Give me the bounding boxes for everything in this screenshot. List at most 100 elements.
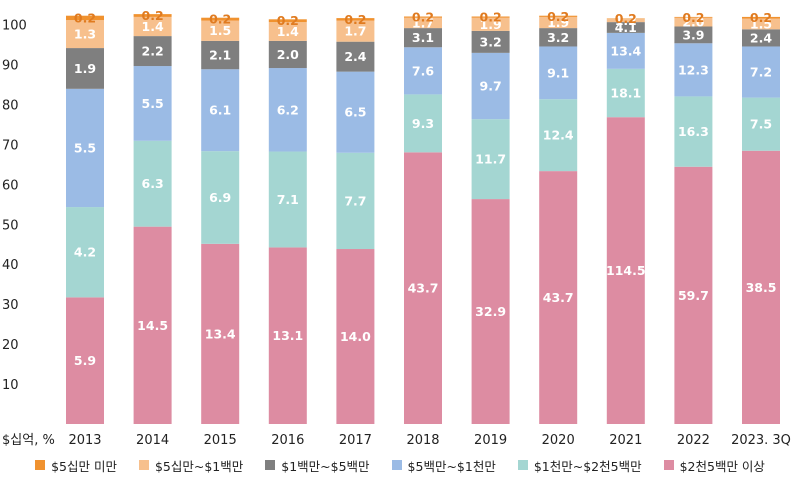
y-tick-label: 100	[2, 19, 27, 34]
bar-segment	[268, 247, 307, 424]
y-axis: 10 20 30 40 50 60 70 80 90 100	[2, 19, 27, 394]
bar-segment	[336, 71, 375, 153]
bar-segment	[268, 40, 307, 69]
legend-item: $5백만~$1천만	[391, 456, 496, 475]
data-label: 1.9	[480, 17, 502, 32]
bar-segment	[742, 29, 780, 47]
bar-segment	[268, 151, 307, 248]
x-tick-label: 2014	[136, 433, 169, 448]
data-label: 7.1	[277, 192, 299, 207]
bar-segment	[742, 16, 780, 19]
x-tick-label: 2019	[474, 433, 507, 448]
bar-segment	[336, 41, 375, 72]
bar-segment	[201, 151, 240, 244]
data-label: 9.3	[412, 116, 434, 131]
y-tick-label: 60	[2, 178, 19, 193]
data-label: 18.1	[610, 86, 641, 101]
y-tick-label: 20	[2, 338, 19, 353]
bar-segment	[404, 17, 442, 29]
data-label: 43.7	[543, 290, 574, 305]
bar-segment	[674, 96, 713, 167]
data-label: 6.3	[142, 176, 164, 191]
data-label: 11.7	[475, 152, 506, 167]
data-label: 5.9	[74, 353, 96, 368]
x-tick-label: 2021	[609, 433, 642, 448]
bar-segment	[66, 88, 104, 208]
legend: $5십만 미만 $5십만~$1백만 $1백만~$5백만 $5백만~$1천만 $1천만~$…	[0, 455, 800, 475]
bar-segment	[606, 18, 645, 23]
bar-segment	[674, 166, 713, 425]
legend-label: $1천만~$2천5백만	[533, 458, 642, 474]
data-label: 7.6	[412, 63, 434, 78]
bar-segment	[268, 22, 307, 41]
data-label: 6.9	[209, 190, 231, 205]
legend-item: $1천만~$2천5백만	[517, 456, 642, 475]
bar-segment	[539, 28, 578, 47]
legend-swatch	[391, 460, 402, 470]
bar-segment	[201, 40, 240, 70]
y-axis-label: $십억, %	[2, 433, 55, 448]
x-tick-label: 2016	[271, 433, 304, 448]
data-label: 16.3	[678, 124, 709, 139]
data-label: 4.2	[74, 245, 96, 260]
bar-segment	[268, 19, 307, 23]
bar-segment	[133, 14, 172, 17]
data-label: 5.5	[142, 96, 164, 111]
data-label: 12.3	[678, 62, 709, 77]
bar-segment	[201, 69, 240, 152]
data-label: 1.3	[74, 27, 96, 42]
data-label: 1.2	[615, 13, 637, 28]
data-label: 7.2	[750, 65, 772, 80]
legend-item: $5십만 미만	[35, 456, 117, 475]
bar-segment	[674, 17, 713, 27]
bar-segment	[66, 207, 104, 298]
bar-segment	[404, 152, 442, 424]
data-label: 3.9	[682, 27, 704, 42]
data-label: 1.5	[750, 16, 772, 31]
data-label: 13.4	[610, 43, 641, 58]
data-label: 4.1	[615, 20, 637, 35]
x-tick-label: 2013	[68, 433, 101, 448]
bar-segment	[742, 46, 780, 98]
data-label: 3.2	[480, 34, 502, 49]
bar-segment	[471, 52, 510, 120]
bar-segment	[539, 46, 578, 100]
data-label: 43.7	[408, 281, 439, 296]
data-label: 2.4	[750, 30, 772, 45]
data-label: 0.2	[480, 10, 502, 25]
x-tick-label: 2022	[677, 433, 710, 448]
data-label: 32.9	[475, 304, 506, 319]
data-label: 0.2	[142, 8, 164, 23]
data-label: 1.9	[74, 61, 96, 76]
data-label: 2.4	[344, 49, 366, 64]
bar-segment	[404, 47, 442, 95]
data-label: 9.1	[547, 65, 569, 80]
bar-segment	[742, 97, 780, 151]
x-tick-label: 2018	[406, 433, 439, 448]
data-label: 5.5	[74, 140, 96, 155]
legend-swatch	[138, 460, 149, 470]
bar-segment	[404, 94, 442, 153]
data-label: 114.5	[606, 263, 646, 278]
data-label: 0.2	[277, 13, 299, 28]
legend-swatch	[35, 460, 46, 470]
data-label: 2.0	[682, 15, 704, 30]
y-tick-label: 10	[2, 378, 19, 393]
bar-segment	[336, 152, 375, 250]
bar-segment	[606, 18, 645, 20]
x-tick-label: 2017	[339, 433, 372, 448]
bar-segment	[66, 15, 104, 21]
legend-swatch	[663, 460, 674, 470]
bar-segment	[674, 43, 713, 97]
bar-segment	[404, 16, 442, 18]
data-label: 3.2	[547, 30, 569, 45]
data-label: 13.1	[272, 328, 303, 343]
data-label: 7.7	[344, 193, 366, 208]
data-label: 7.5	[750, 117, 772, 132]
bar-segment	[742, 18, 780, 30]
bar-segment	[539, 171, 578, 424]
data-label: 0.2	[615, 11, 637, 26]
bar-segment	[606, 68, 645, 118]
bar-segment	[201, 17, 240, 21]
bar-segment	[539, 15, 578, 17]
